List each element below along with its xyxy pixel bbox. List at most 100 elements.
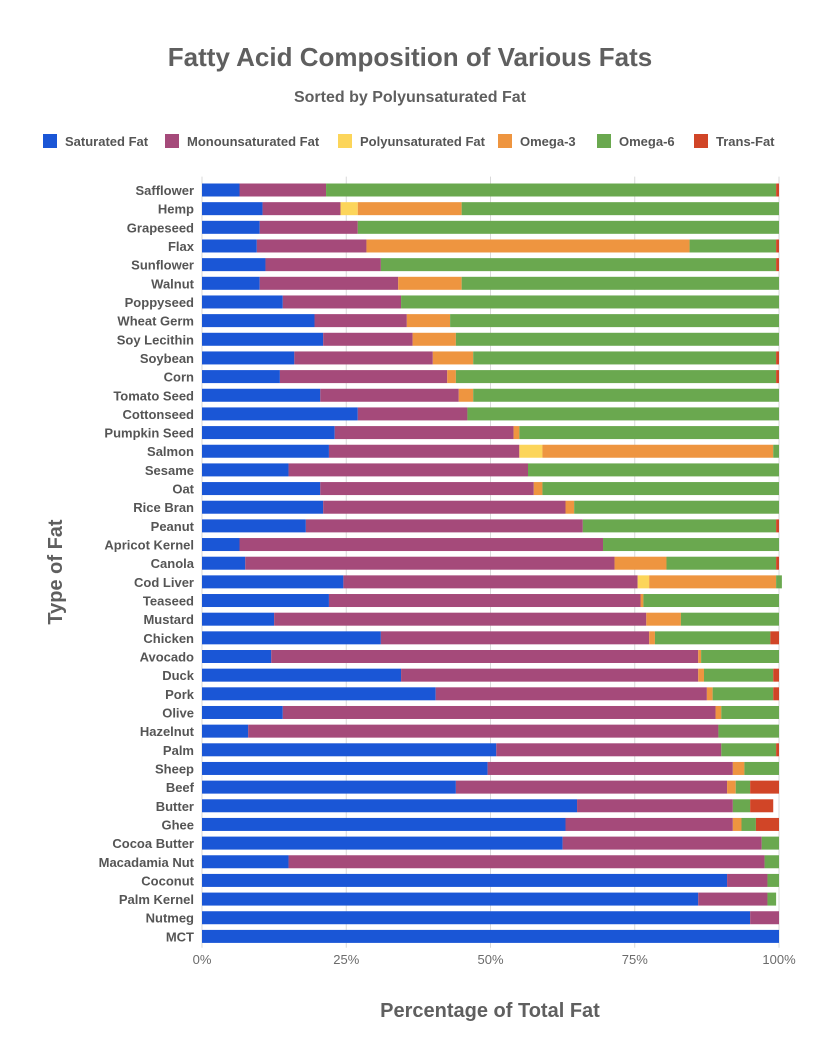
- bar-segment-polyunsaturated-fat: [637, 575, 650, 589]
- category-label: MCT: [166, 929, 194, 944]
- bar-segment-monounsaturated-fat: [357, 407, 468, 421]
- bar-row-grapeseed: [202, 220, 779, 234]
- legend-swatch: [43, 134, 57, 148]
- bar-segment-omega-6: [721, 743, 777, 757]
- bar-segment-omega-6: [401, 295, 779, 309]
- bar-segment-monounsaturated-fat: [262, 202, 341, 216]
- bar-segment-saturated-fat: [202, 351, 295, 365]
- bar-segment-saturated-fat: [202, 929, 779, 943]
- category-label: Cottonseed: [123, 407, 195, 422]
- bar-segment-saturated-fat: [202, 799, 578, 813]
- bar-segment-omega-6: [582, 519, 777, 533]
- bar-segment-saturated-fat: [202, 780, 456, 794]
- bar-row-hazelnut: [202, 724, 779, 738]
- bar-segment-omega-6: [703, 668, 774, 682]
- bar-segment-saturated-fat: [202, 743, 497, 757]
- bar-row-palm-kernel: [202, 892, 777, 906]
- bar-segment-omega-6: [654, 631, 771, 645]
- bar-segment-saturated-fat: [202, 220, 260, 234]
- bar-row-apricot-kernel: [202, 538, 779, 552]
- bar-segment-omega-6: [326, 183, 777, 197]
- category-label: Coconut: [141, 873, 194, 888]
- bar-segment-omega-3: [398, 276, 462, 290]
- legend-item-polyunsaturated-fat: Polyunsaturated Fat: [338, 134, 486, 149]
- bar-row-rice-bran: [202, 500, 779, 514]
- category-label: Flax: [168, 239, 195, 254]
- bar-segment-saturated-fat: [202, 892, 699, 906]
- bar-segment-omega-3: [412, 332, 456, 346]
- bar-segment-trans-fat: [750, 799, 774, 813]
- x-tick-label: 100%: [762, 952, 796, 967]
- bar-segment-monounsaturated-fat: [727, 873, 768, 887]
- bar-segment-omega-6: [666, 556, 777, 570]
- bar-segment-omega-6: [773, 444, 779, 458]
- bar-segment-monounsaturated-fat: [435, 687, 707, 701]
- bar-segment-monounsaturated-fat: [323, 500, 566, 514]
- bar-segment-omega-3: [698, 650, 702, 663]
- bar-row-safflower: [202, 183, 779, 197]
- bar-segment-saturated-fat: [202, 258, 266, 272]
- bar-segment-omega-3: [432, 351, 474, 365]
- bar-row-hemp: [202, 202, 779, 216]
- legend-label: Omega-6: [619, 134, 675, 149]
- category-label: Nutmeg: [146, 911, 194, 926]
- bar-segment-monounsaturated-fat: [282, 295, 402, 309]
- bar-segment-omega-6: [467, 407, 779, 421]
- bar-segment-monounsaturated-fat: [455, 780, 728, 794]
- bar-segment-monounsaturated-fat: [282, 705, 716, 719]
- bar-segment-omega-6: [455, 332, 779, 346]
- category-labels: Safflower Hemp Grapeseed Flax Sunflower Walnu…: [99, 183, 195, 944]
- bar-row-sunflower: [202, 258, 779, 272]
- category-label: Peanut: [151, 519, 195, 534]
- bar-segment-omega-3: [366, 239, 690, 253]
- category-label: Canola: [151, 556, 195, 571]
- bar-segment-saturated-fat: [202, 332, 324, 346]
- bar-segment-monounsaturated-fat: [320, 482, 534, 496]
- bar-segment-omega-6: [761, 836, 779, 850]
- legend-item-saturated-fat: Saturated Fat: [43, 134, 149, 149]
- bar-segment-trans-fat: [776, 183, 779, 197]
- category-label: Cod Liver: [134, 575, 194, 590]
- bar-row-beef: [202, 780, 779, 794]
- bar-segment-omega-6: [473, 351, 777, 365]
- category-label: Safflower: [135, 183, 194, 198]
- bar-segment-omega-6: [450, 314, 779, 328]
- bar-row-mct: [202, 929, 779, 943]
- bar-segment-monounsaturated-fat: [294, 351, 433, 365]
- bar-segment-monounsaturated-fat: [256, 239, 367, 253]
- bar-row-walnut: [202, 276, 779, 290]
- legend: Saturated Fat Monounsaturated Fat Polyunsa…: [43, 134, 775, 149]
- bar-segment-monounsaturated-fat: [248, 724, 719, 738]
- bar-row-soy-lecithin: [202, 332, 779, 346]
- bar-segment-omega-6: [473, 388, 779, 402]
- category-label: Poppyseed: [125, 295, 194, 310]
- bar-row-oat: [202, 482, 779, 496]
- bar-segment-monounsaturated-fat: [750, 911, 779, 925]
- legend-label: Saturated Fat: [65, 134, 149, 149]
- bar-segment-omega-3: [706, 687, 713, 701]
- bar-segment-omega-6: [643, 594, 779, 608]
- bar-segment-saturated-fat: [202, 183, 240, 197]
- bar-segment-omega-6: [380, 258, 777, 272]
- bar-segment-omega-6: [528, 463, 779, 477]
- bar-row-duck: [202, 668, 779, 682]
- bar-segment-monounsaturated-fat: [328, 444, 520, 458]
- bar-row-corn: [202, 370, 779, 384]
- bar-segment-trans-fat: [770, 631, 779, 645]
- bar-row-cocoa-butter: [202, 836, 779, 850]
- bar-segment-saturated-fat: [202, 575, 344, 589]
- bar-segment-saturated-fat: [202, 370, 280, 384]
- category-label: Corn: [164, 370, 194, 385]
- bar-segment-saturated-fat: [202, 407, 358, 421]
- bar-row-wheat-germ: [202, 314, 779, 328]
- bar-segment-saturated-fat: [202, 538, 240, 552]
- category-label: Beef: [166, 780, 195, 795]
- bar-segment-saturated-fat: [202, 388, 321, 402]
- bar-segment-monounsaturated-fat: [328, 594, 641, 608]
- bar-segment-omega-6: [680, 612, 779, 626]
- x-axis-label: Percentage of Total Fat: [380, 1000, 600, 1022]
- bar-segment-monounsaturated-fat: [288, 855, 765, 869]
- bar-row-cottonseed: [202, 407, 779, 421]
- bar-segment-omega-3: [447, 370, 456, 384]
- bar-segment-monounsaturated-fat: [305, 519, 583, 533]
